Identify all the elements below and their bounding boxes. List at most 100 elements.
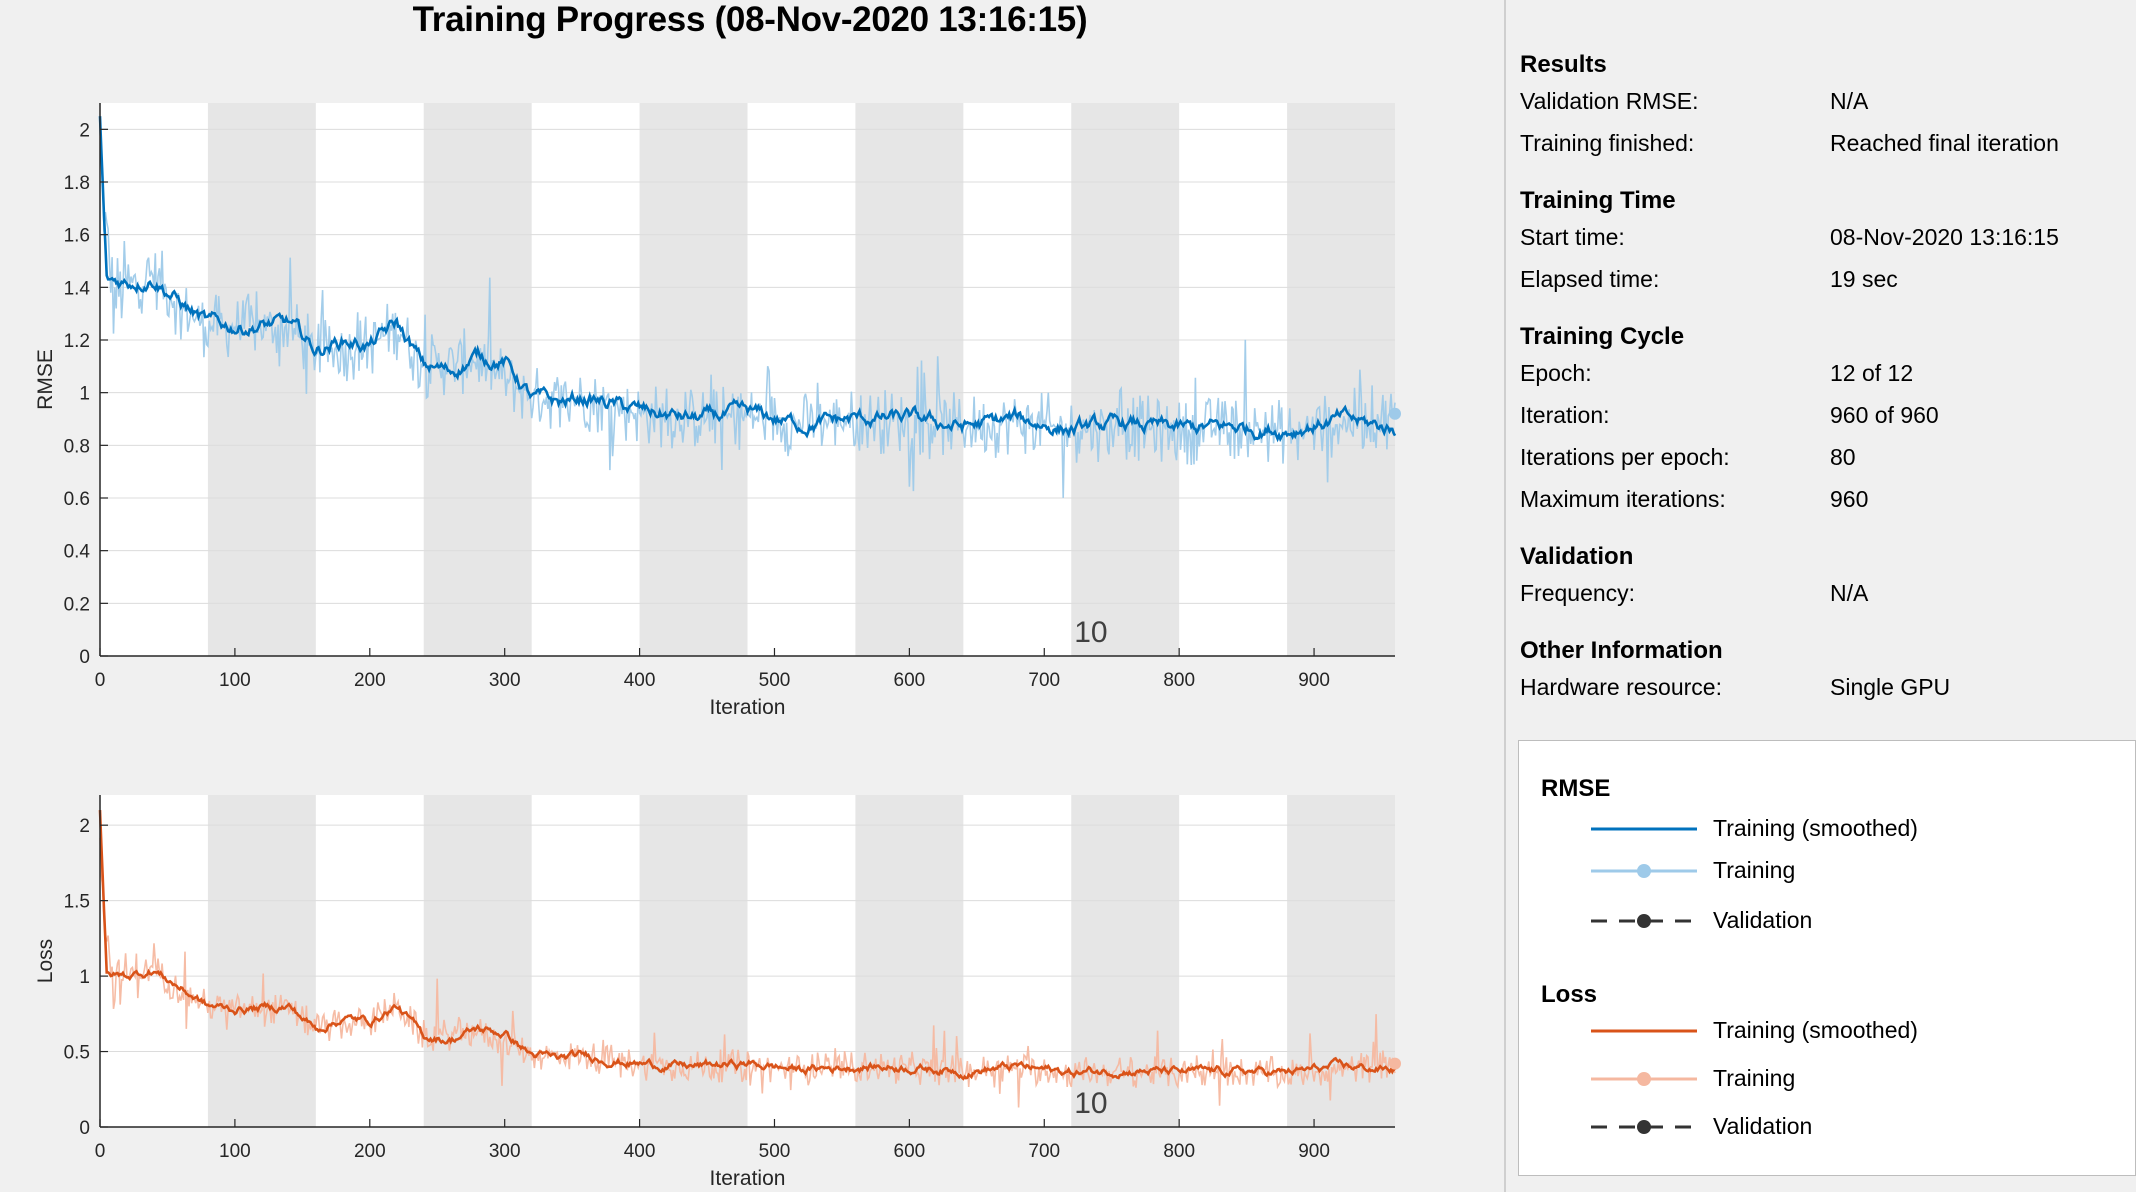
training-smoothed-line [98, 116, 1397, 443]
x-tick-label: 200 [354, 670, 386, 691]
legend-line-icon [1591, 827, 1697, 831]
x-tick-label: 600 [894, 1141, 926, 1162]
y-tick-label: 1.4 [64, 278, 91, 299]
info-row: Iteration: 960 of 960 [1520, 394, 2120, 436]
info-value: 960 of 960 [1830, 402, 1939, 428]
x-tick-label: 100 [219, 1141, 251, 1162]
epoch-band [1287, 103, 1395, 656]
y-tick-label: 0.6 [64, 489, 90, 510]
y-tick-label: 1 [79, 967, 90, 988]
x-tick-label: 400 [624, 670, 656, 691]
y-tick-label: 1.5 [64, 892, 90, 913]
section-title: Validation [1520, 543, 1634, 570]
legend-rmse-validation: Validation [1589, 901, 2109, 941]
x-axis-label: Iteration [710, 1167, 786, 1190]
legend-loss-validation-label: Validation [1713, 1113, 1813, 1139]
x-tick-label: 500 [759, 1141, 791, 1162]
info-row: Validation RMSE: N/A [1520, 80, 2120, 122]
info-value: 960 [1830, 486, 1869, 512]
info-value: 12 of 12 [1830, 360, 1914, 386]
legend-line-marker-icon [1591, 1072, 1697, 1086]
info-row: Iterations per epoch: 80 [1520, 436, 2120, 478]
info-row: Frequency: N/A [1520, 572, 2120, 614]
x-tick-label: 0 [95, 1141, 106, 1162]
y-tick-label: 0.4 [64, 542, 91, 563]
legend-rmse-training-label: Training [1713, 857, 1796, 883]
y-tick-label: 0.8 [64, 436, 90, 457]
info-label: Validation RMSE: [1520, 88, 1699, 114]
info-label: Maximum iterations: [1520, 486, 1726, 512]
epoch-band [639, 795, 748, 1127]
chart-title: Training Progress (08-Nov-2020 13:16:15) [412, 0, 1088, 39]
epoch-label: 10 [1074, 1087, 1107, 1120]
y-tick-label: 1 [79, 384, 90, 405]
x-tick-label: 300 [489, 670, 521, 691]
info-row: Epoch: 12 of 12 [1520, 352, 2120, 394]
info-value: N/A [1830, 88, 1869, 114]
legend-rmse-smoothed: Training (smoothed) [1589, 809, 2109, 849]
x-tick-label: 700 [1028, 670, 1060, 691]
info-panel: Results Validation RMSE: N/A Training finis… [1520, 36, 2120, 732]
epoch-band [1287, 795, 1395, 1127]
y-tick-label: 0 [79, 1118, 90, 1139]
epoch-band [855, 795, 964, 1127]
x-tick-label: 100 [219, 670, 251, 691]
info-row: Hardware resource: Single GPU [1520, 666, 2120, 708]
y-tick-label: 1.8 [64, 173, 90, 194]
x-tick-label: 900 [1298, 1141, 1330, 1162]
legend-dashed-marker-icon [1591, 914, 1697, 928]
epoch-band [207, 103, 316, 656]
info-value: N/A [1830, 580, 1869, 606]
epoch-band [423, 795, 532, 1127]
panel-divider[interactable] [1504, 0, 1506, 1192]
x-tick-label: 900 [1298, 670, 1330, 691]
x-tick-label: 800 [1163, 670, 1195, 691]
info-label: Iterations per epoch: [1520, 444, 1730, 470]
training-smoothed-line [98, 810, 1396, 1081]
x-tick-label: 400 [624, 1141, 656, 1162]
y-tick-label: 1.2 [64, 331, 90, 352]
legend-rmse-validation-label: Validation [1713, 907, 1813, 933]
section-title: Training Time [1520, 187, 1676, 214]
legend-loss-title: Loss [1541, 981, 1598, 1008]
info-row: Elapsed time: 19 sec [1520, 258, 2120, 300]
section-title: Other Information [1520, 637, 1723, 664]
y-axis-label: Loss [34, 939, 57, 983]
legend-rmse-title: RMSE [1541, 775, 1611, 802]
epoch-band [1071, 103, 1180, 656]
legend-loss-training-label: Training [1713, 1065, 1796, 1091]
section-title: Training Cycle [1520, 323, 1685, 350]
legend-rmse-smoothed-label: Training (smoothed) [1713, 815, 1918, 841]
legend-loss-training: Training [1589, 1059, 2109, 1099]
info-value: 19 sec [1830, 266, 1898, 292]
final-training-point [1389, 407, 1401, 420]
info-label: Training finished: [1520, 130, 1695, 156]
final-training-point [1389, 1057, 1401, 1070]
info-value: 08-Nov-2020 13:16:15 [1830, 224, 2059, 250]
y-tick-label: 0.5 [64, 1043, 90, 1064]
legend-box: RMSE Training (smoothed) Training Valida… [1518, 740, 2136, 1176]
x-tick-label: 500 [759, 670, 791, 691]
info-value: Reached final iteration [1830, 130, 2059, 156]
info-label: Elapsed time: [1520, 266, 1660, 292]
epoch-band [207, 795, 316, 1127]
x-tick-label: 0 [95, 670, 106, 691]
info-label: Start time: [1520, 224, 1625, 250]
info-label: Epoch: [1520, 360, 1592, 386]
x-tick-label: 300 [489, 1141, 521, 1162]
legend-loss-smoothed: Training (smoothed) [1589, 1011, 2109, 1051]
epoch-band [855, 103, 964, 656]
legend-line-icon [1591, 1029, 1697, 1033]
legend-rmse-training: Training [1589, 851, 2109, 891]
epoch-band [639, 103, 748, 656]
epoch-label: 10 [1074, 616, 1107, 649]
info-label: Iteration: [1520, 402, 1610, 428]
x-axis-label: Iteration [710, 696, 786, 719]
x-tick-label: 600 [894, 670, 926, 691]
info-label: Frequency: [1520, 580, 1636, 606]
x-tick-label: 200 [354, 1141, 386, 1162]
info-row: Maximum iterations: 960 [1520, 478, 2120, 520]
